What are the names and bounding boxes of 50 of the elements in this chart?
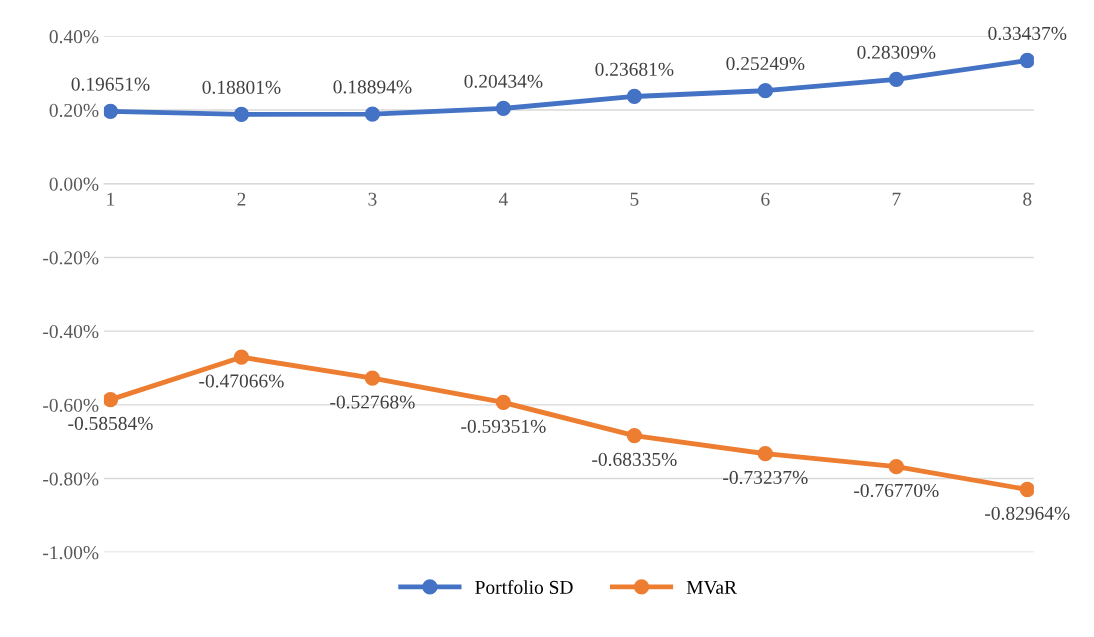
data-label: 0.19651% [71,77,150,91]
point [103,103,119,119]
x-tick-label: 3 [368,192,377,206]
data-label: 0.23681% [595,62,674,76]
x-tick-label: 6 [761,192,770,206]
data-label: 0.18801% [202,80,281,94]
y-tick-label: -0.60% [43,398,99,412]
point [626,427,643,444]
data-label: 0.18894% [333,80,412,94]
x-tick-label: 4 [498,192,508,206]
y-tick-label: 0.40% [49,30,99,44]
point [103,392,119,408]
y-tick-label: 0.20% [49,103,99,118]
data-label: -0.68335% [592,452,677,467]
data-label: -0.58584% [68,416,153,431]
point [1019,52,1034,69]
y-tick-label: 0.00% [49,177,99,191]
y-tick-label: -0.20% [43,251,99,265]
data-label: 0.25249% [726,56,805,71]
point [495,100,512,117]
data-label: 0.28309% [857,45,936,59]
x-tick-label: 8 [1023,192,1032,206]
point [233,106,250,123]
data-label: -0.76770% [854,483,939,498]
legend-label: Portfolio SD [475,580,573,594]
point [757,446,773,462]
y-tick-label: -1.00% [43,546,99,560]
point [626,88,643,105]
data-label: -0.59351% [461,419,546,433]
point [364,106,381,122]
y-tick-label: -0.40% [43,324,99,339]
x-tick-label: 2 [237,192,246,206]
data-label: 0.33437% [988,26,1067,40]
data-label: -0.52768% [330,395,415,409]
legend-label: MVaR [686,580,737,594]
point [1019,481,1034,498]
point [364,370,381,386]
x-tick-label: 5 [630,192,639,206]
point [495,394,512,411]
data-label: -0.82964% [985,506,1070,520]
data-label: 0.20434% [464,74,543,88]
y-tick-label: -0.80% [43,472,99,486]
data-label: -0.73237% [723,470,808,485]
point [888,459,904,475]
x-tick-label: 1 [107,192,115,206]
data-label: -0.47066% [199,374,284,388]
point [233,349,250,365]
point [757,83,773,99]
x-tick-label: 7 [892,192,901,206]
point [888,71,904,88]
